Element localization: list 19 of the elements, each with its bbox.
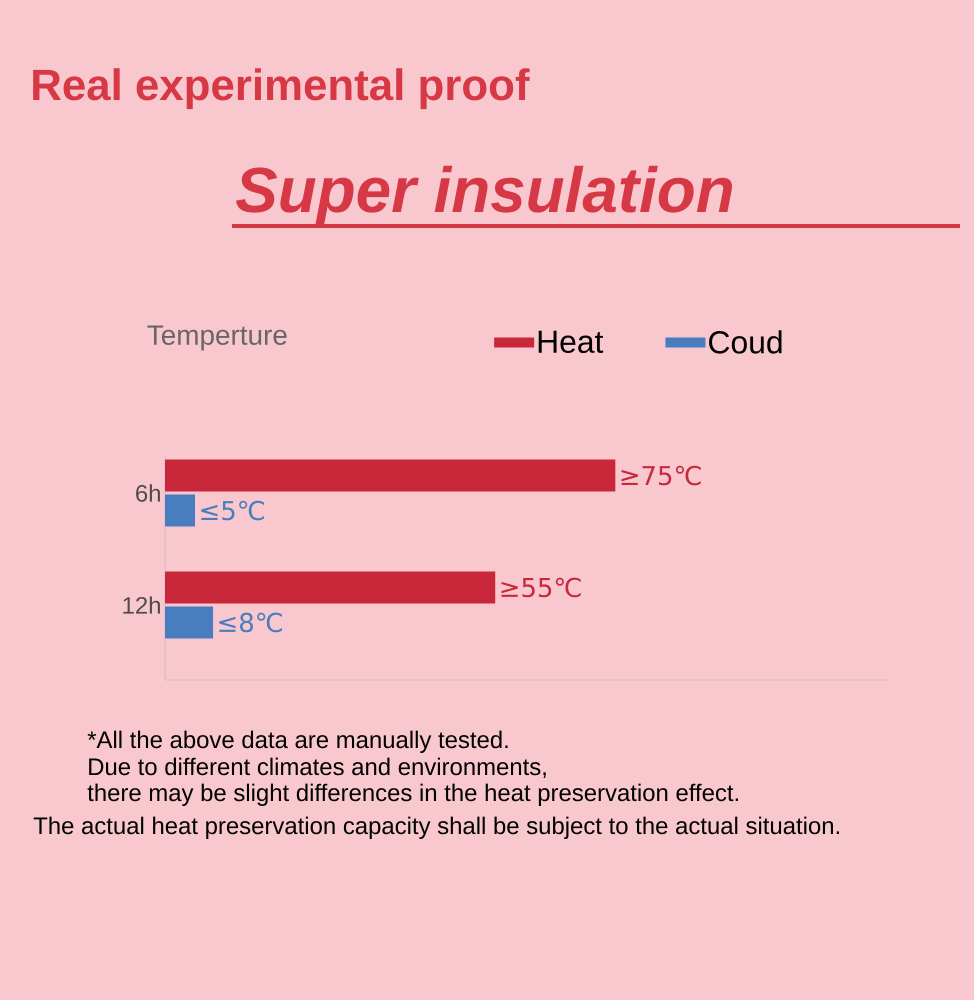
- data-label: ≤8℃: [219, 612, 282, 632]
- y-tick-label: 12h: [123, 596, 160, 614]
- bar: [165, 606, 214, 638]
- data-label: ≥55℃: [502, 578, 581, 598]
- x-axis-title: Temperture: [147, 326, 287, 350]
- chart-subtitle: Super insulation: [236, 166, 732, 226]
- bar: [165, 571, 496, 604]
- data-label: ≤5℃: [201, 500, 264, 520]
- chart-title: Real experimental proof: [33, 68, 530, 110]
- y-tick-label: 6h: [136, 484, 160, 502]
- legend-label: Coud: [709, 330, 782, 354]
- text: The actual heat preservation capacity shall be subject to the actual situation.: [34, 816, 839, 839]
- legend-label: Heat: [538, 330, 604, 354]
- text: Due to different climates and environments,: [89, 758, 546, 778]
- text: there may be slight differences in the heat preservation effect.: [88, 784, 738, 806]
- bar: [165, 460, 616, 492]
- data-label: ≥75℃: [622, 466, 701, 486]
- bar: [165, 494, 196, 527]
- text: *All the above data are manually tested.: [88, 730, 508, 753]
